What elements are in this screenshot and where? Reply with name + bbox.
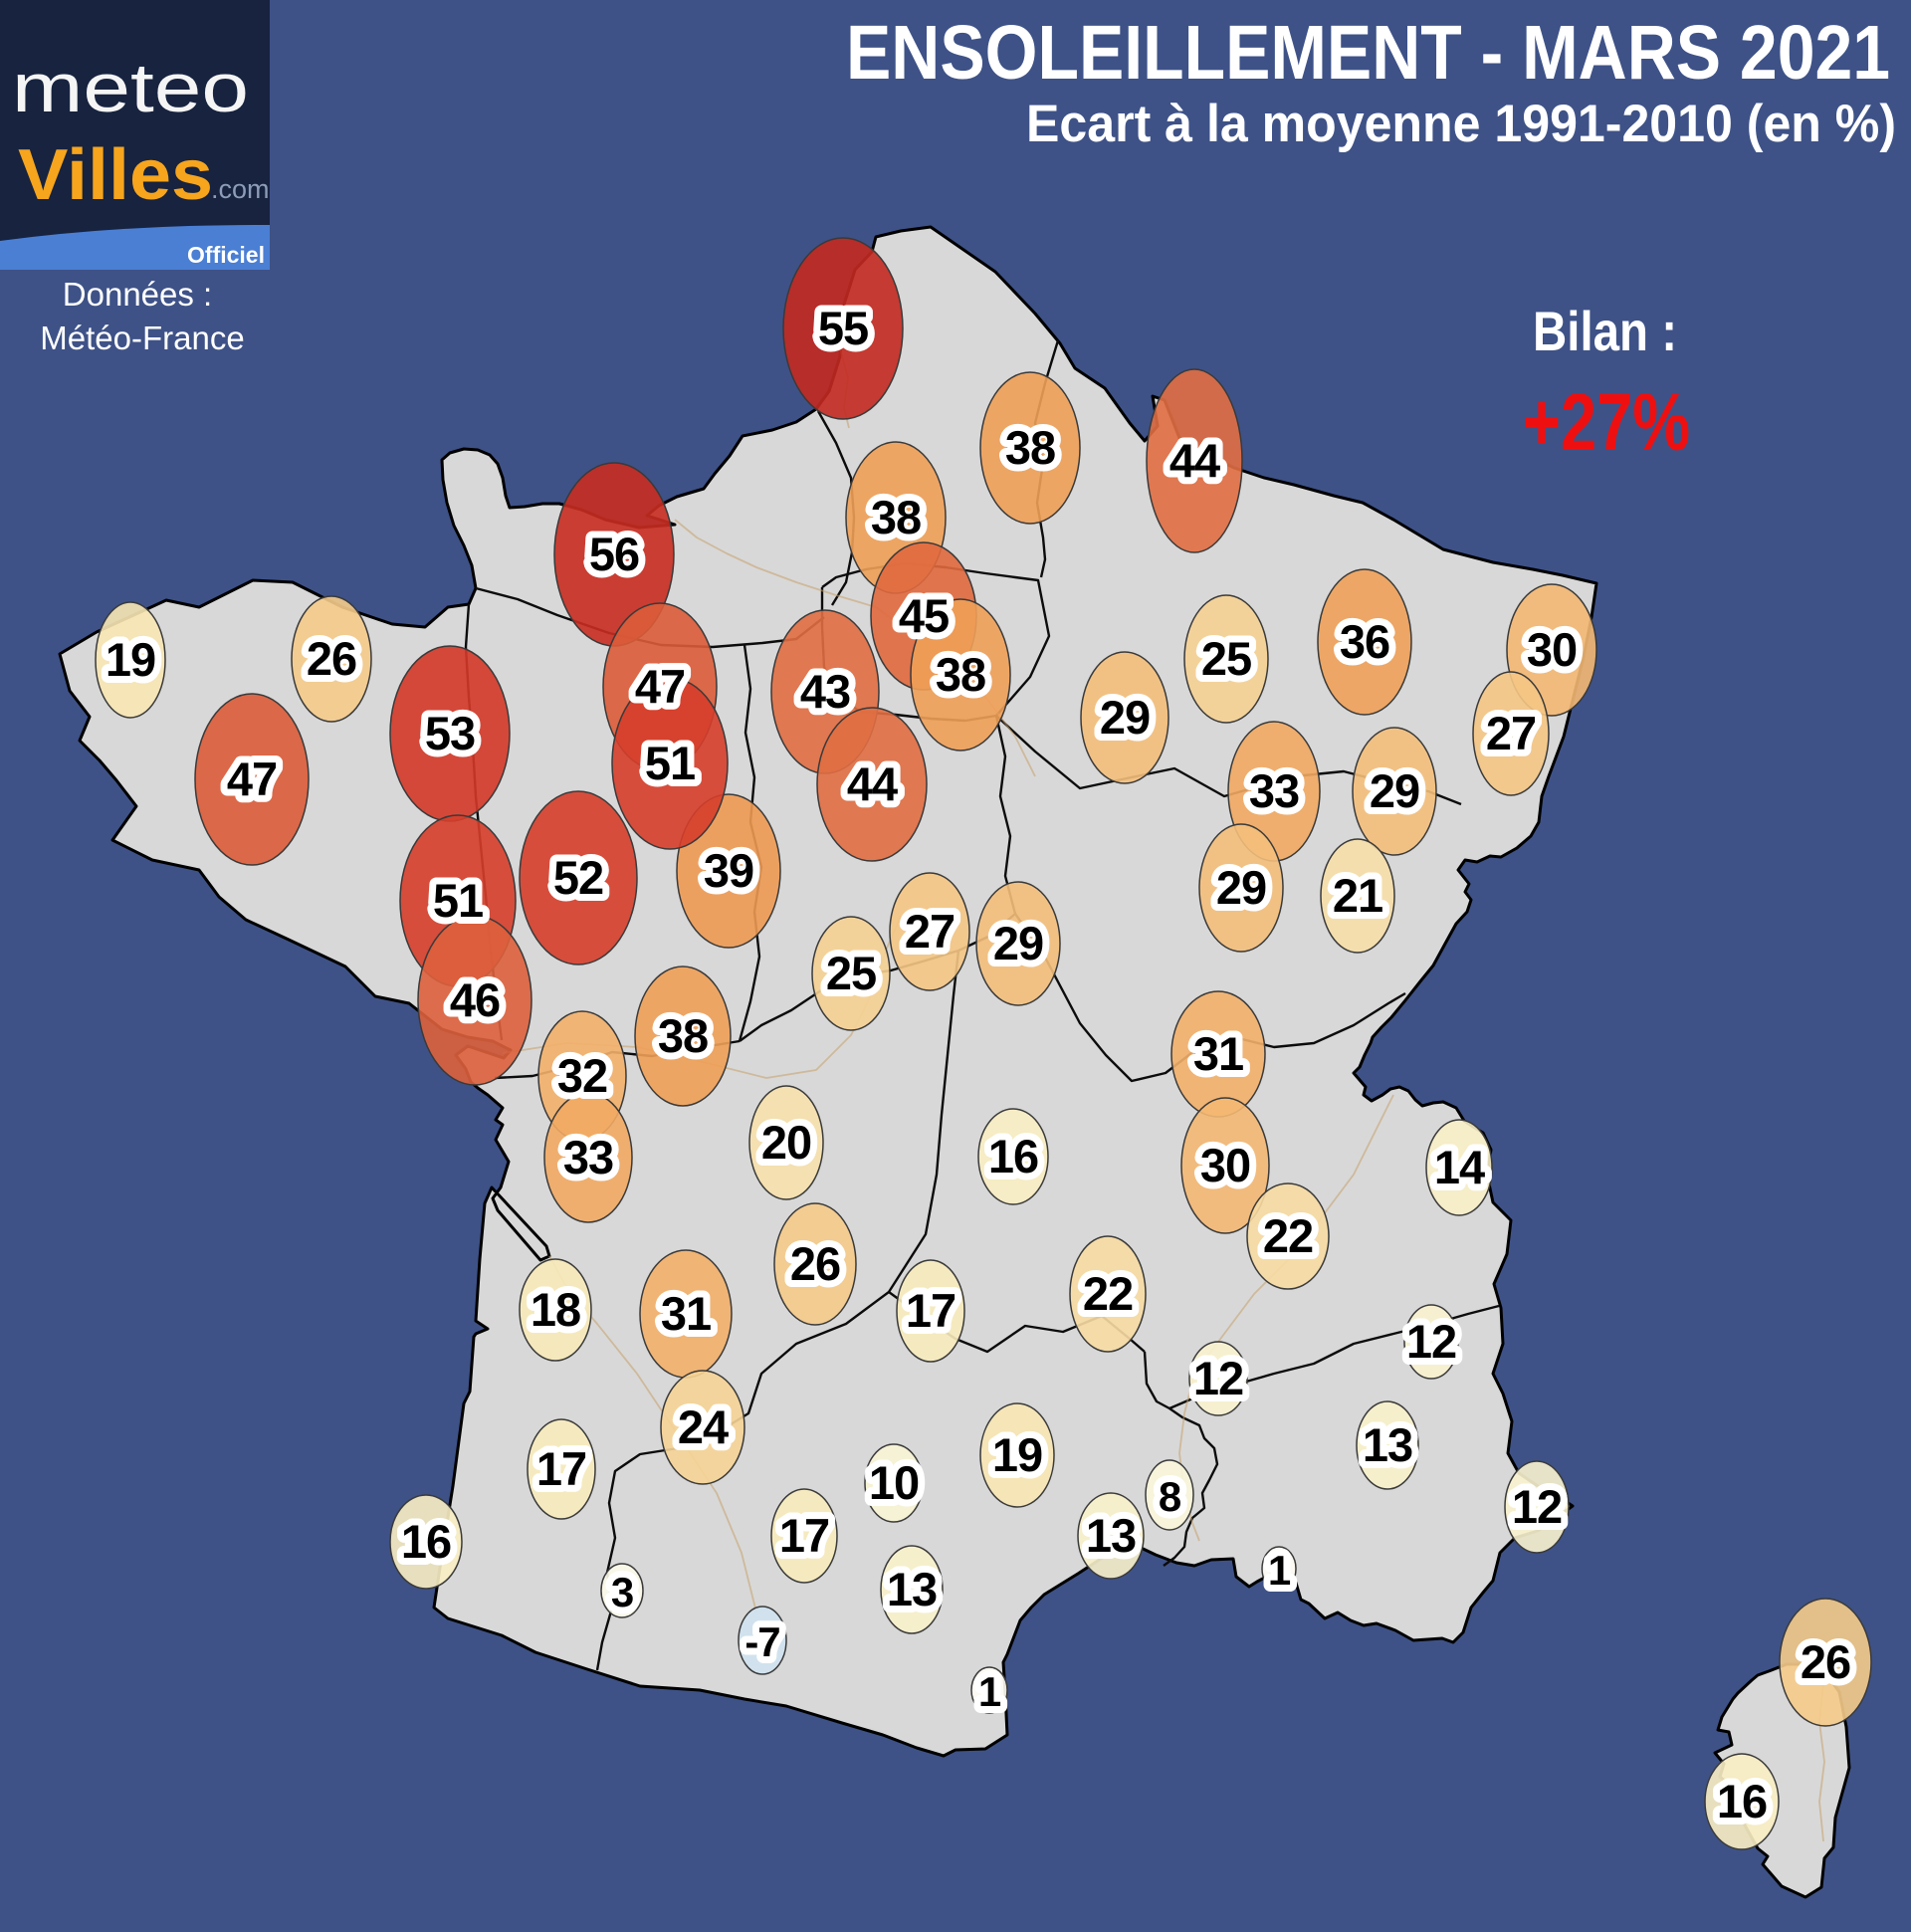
svg-text:14: 14	[1434, 1141, 1485, 1193]
svg-text:18: 18	[531, 1283, 580, 1336]
svg-text:38: 38	[871, 491, 921, 543]
svg-text:29: 29	[993, 917, 1043, 969]
svg-text:12: 12	[1193, 1352, 1243, 1404]
svg-text:38: 38	[1005, 421, 1055, 474]
svg-text:38: 38	[658, 1009, 708, 1062]
svg-text:26: 26	[790, 1237, 840, 1290]
svg-text:17: 17	[906, 1284, 956, 1337]
svg-text:21: 21	[1333, 869, 1382, 922]
svg-text:39: 39	[704, 844, 753, 897]
svg-text:3: 3	[611, 1569, 633, 1615]
svg-text:16: 16	[988, 1130, 1038, 1182]
svg-text:17: 17	[536, 1442, 586, 1495]
svg-text:43: 43	[800, 665, 850, 718]
svg-text:27: 27	[905, 905, 955, 958]
svg-text:Ecart à la moyenne 1991-2010 (: Ecart à la moyenne 1991-2010 (en %)	[1026, 95, 1896, 153]
svg-text:16: 16	[1717, 1775, 1767, 1827]
svg-text:13: 13	[887, 1563, 937, 1615]
svg-text:31: 31	[661, 1287, 711, 1340]
svg-text:25: 25	[1201, 632, 1251, 685]
svg-text:8: 8	[1159, 1473, 1181, 1520]
svg-text:52: 52	[553, 851, 603, 904]
svg-text:55: 55	[818, 302, 868, 354]
svg-text:46: 46	[450, 973, 500, 1026]
svg-text:-7: -7	[744, 1618, 779, 1665]
svg-text:51: 51	[433, 874, 483, 927]
svg-text:16: 16	[401, 1515, 451, 1568]
svg-text:24: 24	[678, 1400, 729, 1453]
svg-text:Bilan :: Bilan :	[1533, 300, 1677, 362]
svg-text:29: 29	[1370, 764, 1419, 817]
svg-text:30: 30	[1200, 1139, 1250, 1191]
svg-text:Officiel: Officiel	[187, 242, 265, 268]
svg-text:36: 36	[1340, 615, 1389, 668]
svg-text:13: 13	[1086, 1509, 1136, 1562]
svg-text:53: 53	[425, 707, 475, 759]
svg-text:33: 33	[563, 1131, 613, 1183]
svg-text:1: 1	[1268, 1547, 1291, 1594]
svg-text:20: 20	[761, 1116, 811, 1169]
svg-text:17: 17	[779, 1509, 829, 1562]
svg-text:25: 25	[826, 947, 876, 999]
svg-text:45: 45	[899, 589, 949, 642]
svg-text:Données :: Données :	[63, 276, 212, 313]
svg-text:12: 12	[1406, 1315, 1456, 1368]
svg-text:19: 19	[992, 1428, 1042, 1481]
svg-text:56: 56	[589, 528, 639, 580]
svg-text:38: 38	[936, 648, 985, 701]
svg-text:22: 22	[1083, 1267, 1133, 1320]
svg-text:30: 30	[1527, 623, 1577, 676]
svg-text:27: 27	[1486, 707, 1536, 759]
svg-text:22: 22	[1263, 1209, 1313, 1262]
svg-text:Météo-France: Météo-France	[40, 320, 244, 356]
svg-text:12: 12	[1512, 1480, 1562, 1533]
svg-text:13: 13	[1363, 1418, 1412, 1471]
svg-text:44: 44	[1169, 434, 1220, 487]
svg-text:44: 44	[847, 757, 898, 810]
svg-text:31: 31	[1193, 1027, 1243, 1080]
svg-text:1: 1	[978, 1668, 1001, 1715]
svg-text:29: 29	[1216, 861, 1266, 914]
svg-text:32: 32	[557, 1049, 607, 1102]
svg-text:26: 26	[307, 632, 356, 685]
svg-text:+27%: +27%	[1523, 377, 1690, 468]
svg-text:47: 47	[227, 752, 277, 805]
svg-text:ENSOLEILLEMENT - MARS 2021: ENSOLEILLEMENT - MARS 2021	[846, 10, 1890, 96]
svg-text:.com: .com	[211, 174, 270, 204]
svg-text:33: 33	[1249, 764, 1299, 817]
svg-text:47: 47	[635, 660, 685, 713]
svg-text:29: 29	[1100, 691, 1150, 744]
svg-text:meteo: meteo	[12, 49, 249, 126]
svg-text:10: 10	[869, 1456, 919, 1509]
svg-text:19: 19	[106, 633, 155, 686]
svg-text:26: 26	[1801, 1635, 1850, 1688]
svg-text:51: 51	[645, 737, 695, 789]
svg-text:Villes: Villes	[18, 135, 213, 215]
